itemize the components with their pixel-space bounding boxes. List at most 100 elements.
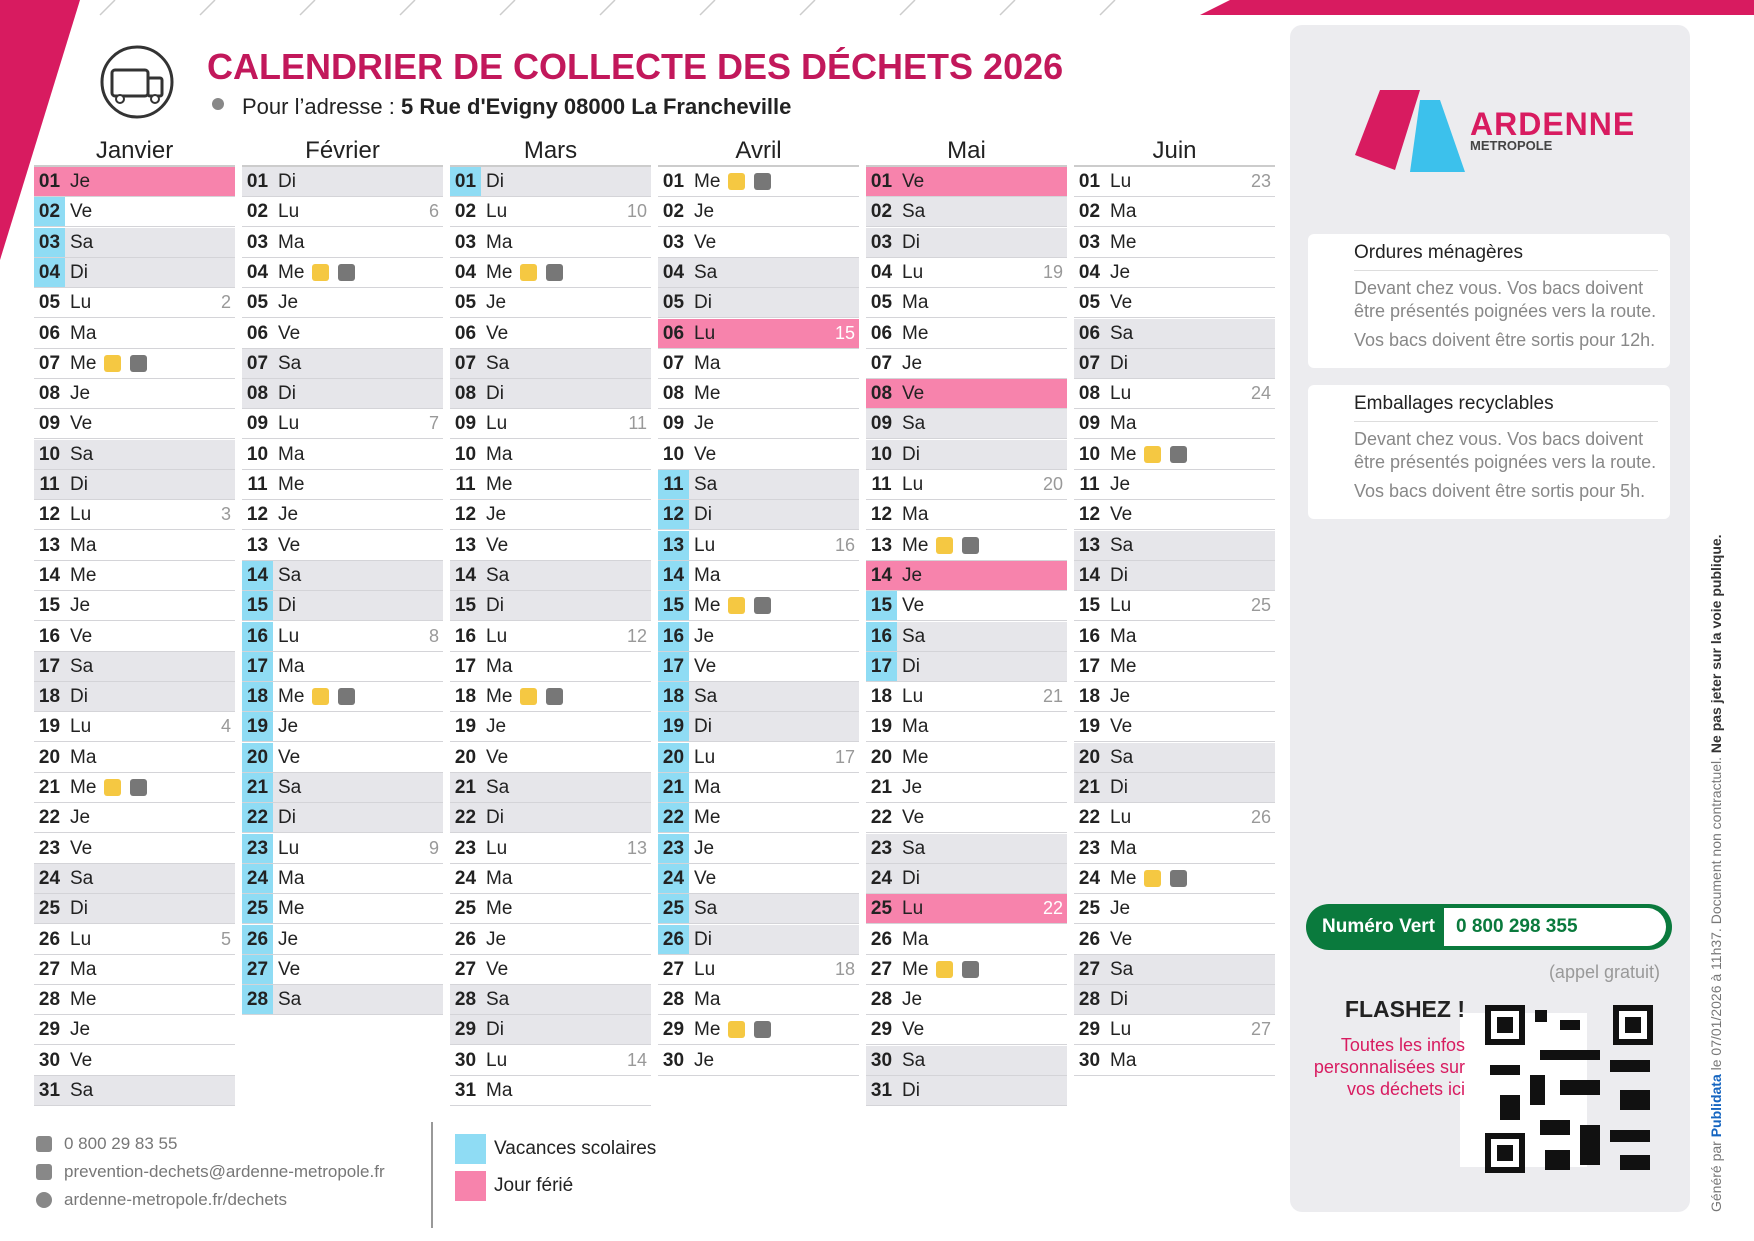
day-number: 05 xyxy=(246,292,269,314)
day-number: 10 xyxy=(1078,443,1101,465)
weekday: Me xyxy=(1110,867,1137,889)
weekday: Di xyxy=(694,292,712,314)
weekday: Sa xyxy=(486,352,510,374)
weekday: Je xyxy=(278,292,299,314)
recycling-icon xyxy=(728,1021,745,1039)
weekday: Sa xyxy=(70,867,94,889)
weekday: Di xyxy=(694,716,712,738)
day-number: 16 xyxy=(242,621,273,651)
recycling-icon xyxy=(104,779,121,796)
day-row: 10 Ve xyxy=(658,440,859,470)
day-row: 07 Me xyxy=(34,349,235,379)
day-row: 17 Ma xyxy=(450,652,651,682)
weekday: Di xyxy=(1110,989,1128,1011)
weekday: Lu xyxy=(694,534,716,556)
day-row: 24 Ma xyxy=(242,863,443,894)
day-row: 20 Me xyxy=(866,743,1067,773)
day-row: 10 Di xyxy=(866,439,1067,470)
day-row: 15 Ve xyxy=(866,591,1067,622)
trash-icon xyxy=(338,688,355,706)
weekday: Ma xyxy=(486,231,513,253)
day-number: 15 xyxy=(866,591,897,621)
day-number: 22 xyxy=(658,803,689,833)
week-number: 23 xyxy=(1250,171,1271,191)
weekday: Ve xyxy=(694,443,717,465)
day-number: 12 xyxy=(658,500,689,530)
day-row: 05 Di xyxy=(658,288,859,319)
address-label: Pour l’adresse : xyxy=(242,94,395,119)
day-number: 03 xyxy=(662,231,685,253)
day-number: 28 xyxy=(38,989,61,1011)
month-name: Juin xyxy=(1074,137,1275,167)
day-row: 17 Ve xyxy=(658,651,859,682)
day-row: 05 Je xyxy=(450,288,651,319)
day-row: 19 Lu 4 xyxy=(34,712,235,743)
day-number: 06 xyxy=(1078,322,1101,344)
day-row: 24 Sa xyxy=(34,863,235,894)
weekday: Ve xyxy=(70,837,93,859)
day-row: 05 Je xyxy=(242,288,443,319)
day-row: 25 Me xyxy=(242,894,443,925)
weekday: Je xyxy=(902,989,923,1011)
day-row: 27 Ma xyxy=(34,955,235,985)
day-row: 28 Je xyxy=(866,985,1067,1016)
weekday: Di xyxy=(70,898,88,920)
day-number: 11 xyxy=(455,474,476,495)
day-row: 15 Je xyxy=(34,591,235,622)
day-row: 09 Ve xyxy=(34,409,235,440)
weekday: Ma xyxy=(1110,201,1137,223)
day-number: 29 xyxy=(454,1019,477,1041)
weekday: Sa xyxy=(486,564,510,586)
day-row: 06 Me xyxy=(866,319,1067,349)
day-row: 12 Ma xyxy=(866,500,1067,531)
day-row: 04 Me xyxy=(450,258,651,288)
legend-item: Jour férié xyxy=(494,1175,574,1196)
weekday: Ma xyxy=(486,1080,513,1101)
weekday: Ve xyxy=(486,746,509,768)
weekday: Je xyxy=(902,352,923,374)
day-number: 11 xyxy=(247,474,268,495)
day-number: 23 xyxy=(454,837,477,859)
weekday: Ve xyxy=(1110,504,1133,526)
day-number: 21 xyxy=(38,777,61,798)
day-number: 09 xyxy=(662,413,685,435)
day-number: 31 xyxy=(38,1080,61,1101)
weekday: Sa xyxy=(278,989,302,1011)
weekday: Je xyxy=(902,777,923,798)
day-number: 04 xyxy=(870,261,893,283)
day-number: 19 xyxy=(242,712,273,742)
weekday: Sa xyxy=(1110,958,1134,980)
weekday: Ma xyxy=(1110,837,1137,859)
day-number: 31 xyxy=(454,1080,477,1101)
day-number: 19 xyxy=(870,716,893,738)
weekday: Ve xyxy=(1110,292,1133,314)
day-number: 09 xyxy=(38,413,61,435)
day-row: 26 Je xyxy=(450,925,651,955)
day-number: 12 xyxy=(246,504,269,526)
day-row: 30 Ma xyxy=(1074,1046,1275,1076)
day-row: 10 Ma xyxy=(450,440,651,470)
day-row: 30 Lu 14 xyxy=(450,1046,651,1076)
day-number: 09 xyxy=(870,413,893,435)
day-number: 15 xyxy=(38,595,61,617)
day-number: 16 xyxy=(38,625,61,647)
weekday: Ma xyxy=(278,231,305,253)
qr-text: Toutes les infos personnalisées sur vos … xyxy=(1313,1035,1465,1099)
day-number: 17 xyxy=(1078,655,1101,677)
week-number: 13 xyxy=(626,837,647,858)
day-row: 05 Lu 2 xyxy=(34,288,235,319)
weekday: Ma xyxy=(902,928,929,950)
day-number: 22 xyxy=(454,807,477,829)
day-number: 10 xyxy=(662,443,685,465)
day-row: 23 Je xyxy=(658,833,859,864)
day-row: 19 Je xyxy=(450,712,651,743)
day-number: 13 xyxy=(246,534,269,556)
weekday: Je xyxy=(1110,474,1131,495)
day-number: 26 xyxy=(1078,928,1101,950)
day-row: 04 Lu 19 xyxy=(866,258,1067,288)
day-number: 14 xyxy=(1078,564,1101,586)
day-number: 25 xyxy=(454,898,477,920)
day-row: 13 Me xyxy=(866,531,1067,561)
day-row: 27 Ve xyxy=(242,954,443,985)
day-number: 08 xyxy=(1078,383,1101,405)
